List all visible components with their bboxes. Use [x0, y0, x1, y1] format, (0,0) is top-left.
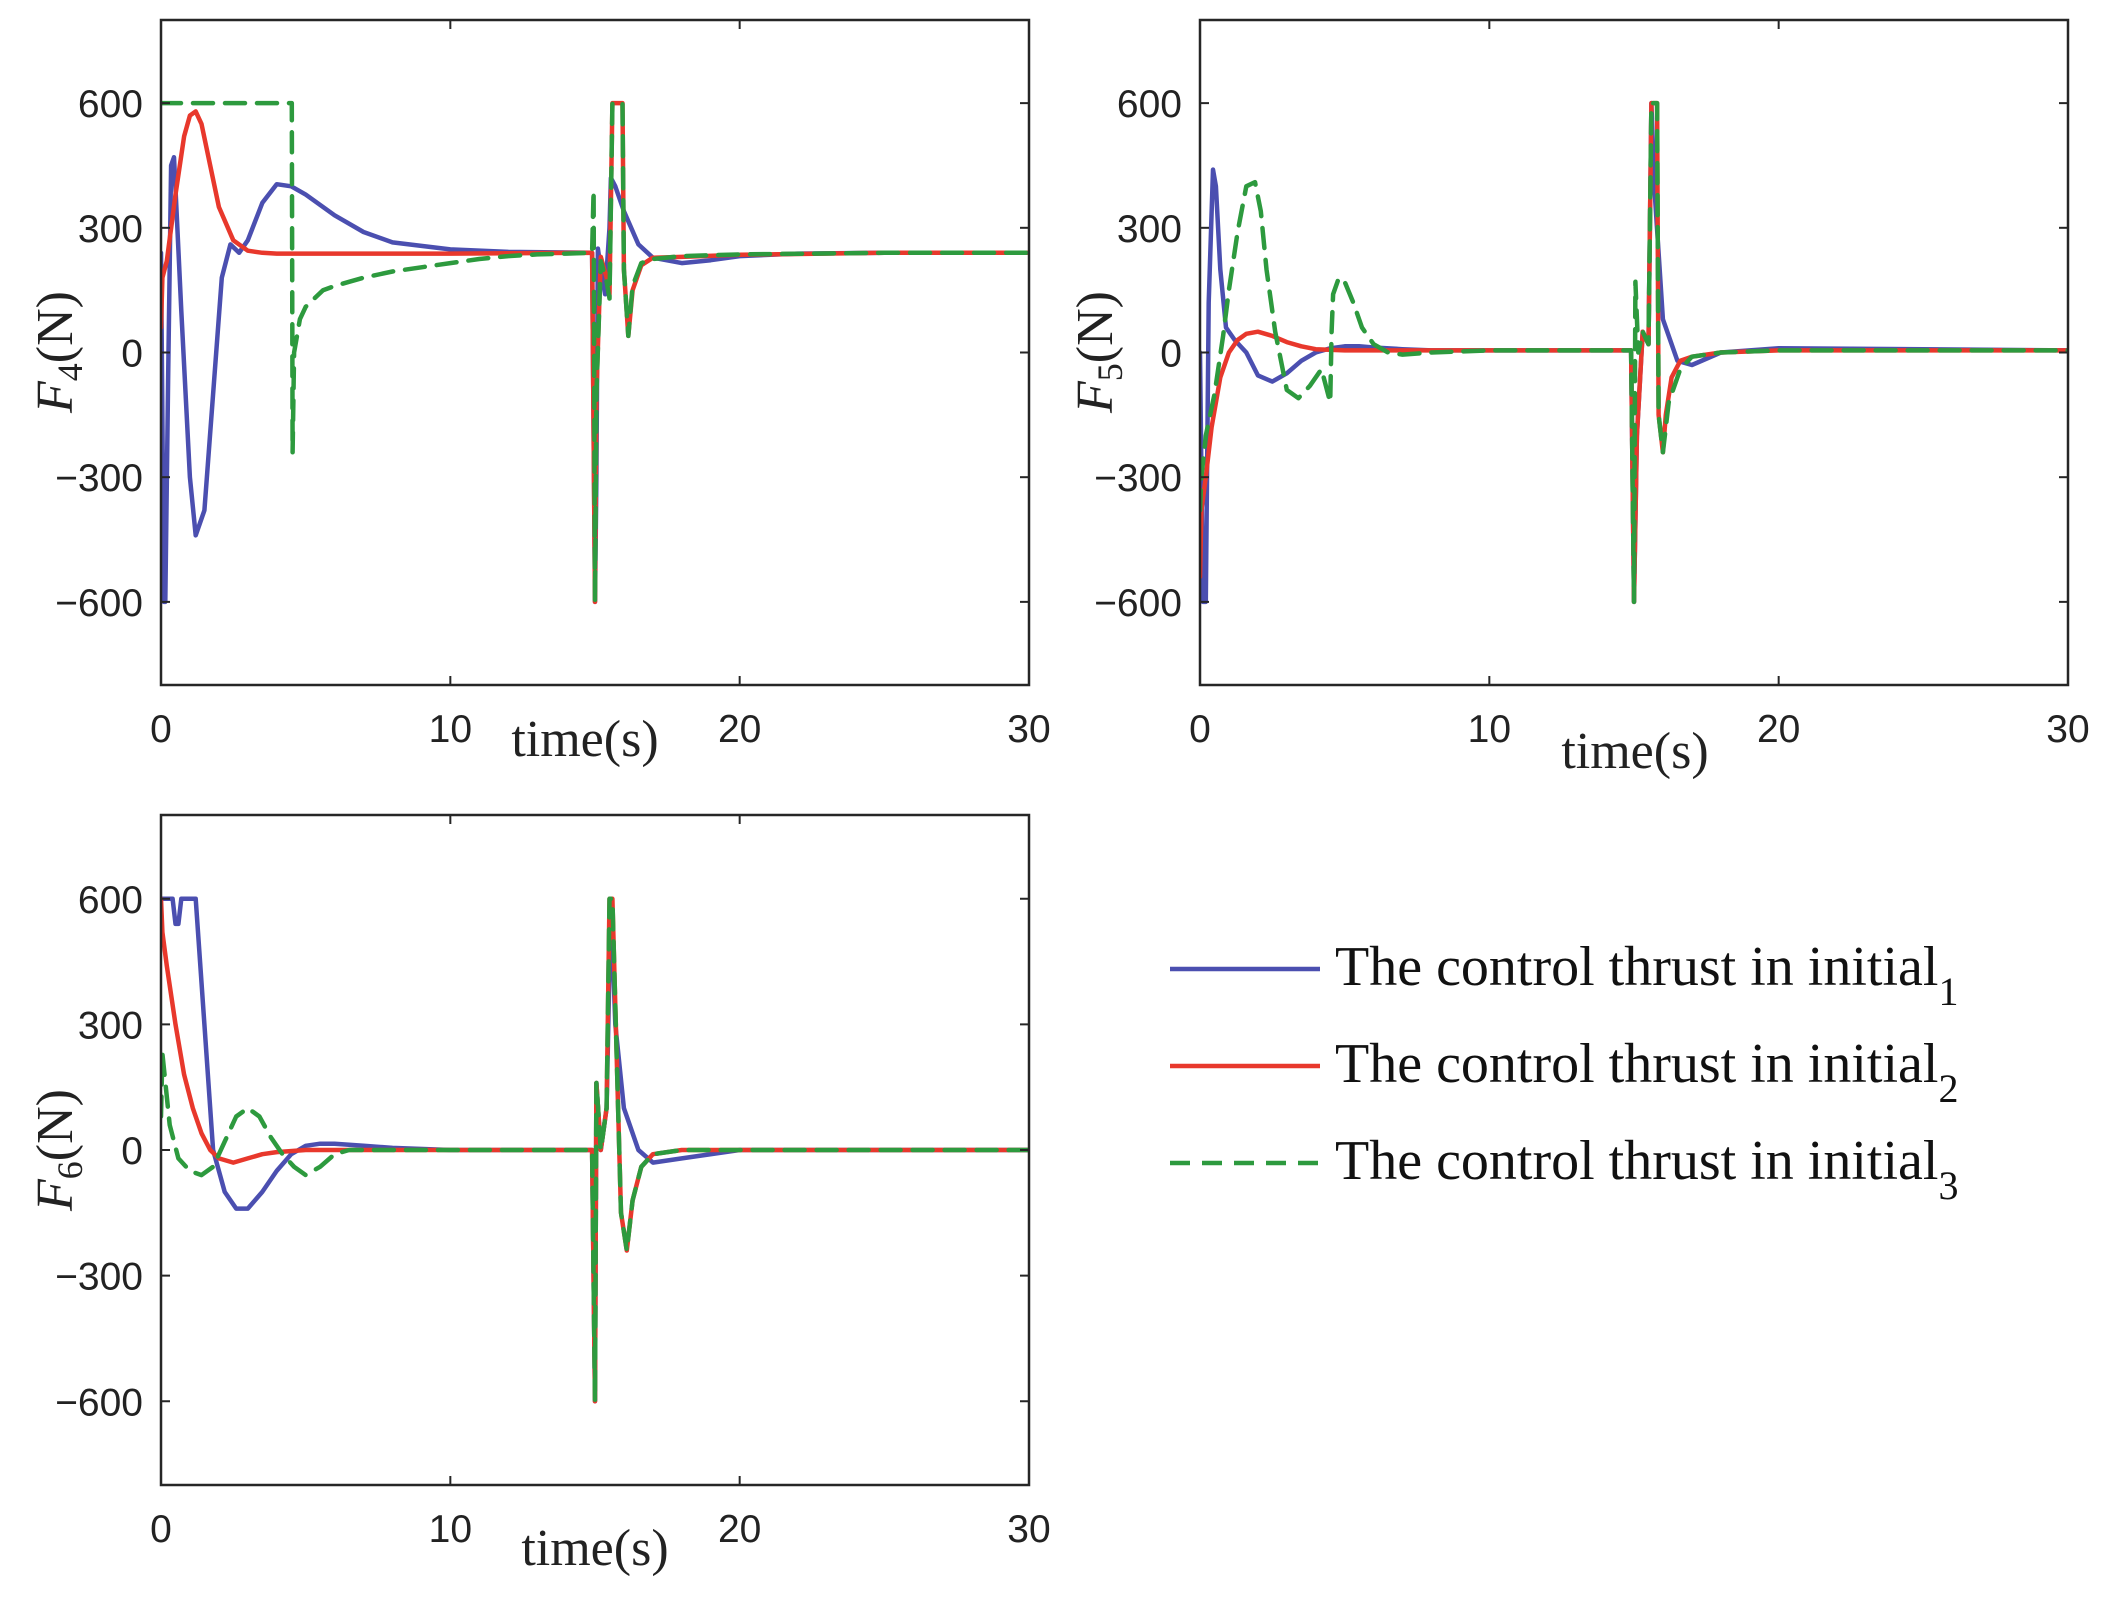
y-tick-label-f5: −300	[1094, 457, 1182, 500]
x-axis-label-f5: time(s)	[1561, 723, 1708, 780]
x-tick-label-f4: 20	[718, 708, 761, 751]
y-tick-label-f4: 600	[78, 83, 143, 126]
y-tick-label-f4: −300	[55, 457, 143, 500]
x-tick-label-f5: 0	[1189, 708, 1211, 751]
subplot-f5: 0 10 20 30 600 300 0 −300 −600 time(s) F5(N)	[1067, 18, 2090, 780]
x-tick-label-f6: 20	[718, 1508, 761, 1551]
y-axis-label-f6: F6(N)	[27, 1089, 90, 1212]
legend-label-sub-2: 2	[1938, 1066, 1958, 1111]
y-tick-label-f5: 0	[1160, 333, 1182, 376]
y-tick-label-f5: 300	[1117, 208, 1182, 251]
x-tick-label-f4: 0	[150, 708, 172, 751]
ticks-f4: 0 10 20 30 600 300 0 −300 −600	[55, 20, 1051, 751]
legend-label-sub-1: 1	[1938, 969, 1958, 1014]
y-tick-label-f5: −600	[1094, 582, 1182, 625]
plot-area-f4	[161, 100, 1029, 605]
ticks-f6: 0 10 20 30 600 300 0 −300 −600	[55, 815, 1051, 1551]
x-tick-label-f6: 10	[429, 1508, 472, 1551]
series-line-f6-initial3	[161, 896, 1029, 1404]
subplot-f6: 0 10 20 30 600 300 0 −300 −600 time(s) F6(N)	[27, 813, 1051, 1577]
legend-label-text-1: The control thrust in initial	[1335, 936, 1938, 998]
y-axis-symbol-f6: F	[27, 1178, 84, 1212]
series-line-f4-initial3	[161, 100, 1029, 605]
legend-label-text-2: The control thrust in initial	[1335, 1033, 1938, 1095]
y-axis-subscript-f6: 6	[50, 1161, 90, 1179]
y-axis-label-f4: F4(N)	[27, 291, 90, 414]
subplot-f4: 0 10 20 30 600 300 0 −300 −600 time(s) F4(N)	[27, 18, 1051, 768]
y-tick-label-f6: 300	[78, 1004, 143, 1047]
y-axis-unit-f6: (N)	[27, 1089, 84, 1161]
x-tick-label-f5: 30	[2046, 708, 2089, 751]
y-axis-unit-f4: (N)	[27, 291, 84, 363]
y-tick-label-f4: 0	[121, 333, 143, 376]
y-axis-unit-f5: (N)	[1067, 291, 1124, 363]
legend-label-sub-3: 3	[1938, 1163, 1958, 1208]
y-tick-label-f6: 600	[78, 879, 143, 922]
x-tick-label-f5: 10	[1468, 708, 1511, 751]
legend-label-text-3: The control thrust in initial	[1335, 1130, 1938, 1192]
legend-label-1: The control thrust in initial1	[1335, 936, 1958, 1014]
legend-item-1: The control thrust in initial1	[1170, 936, 1958, 1014]
legend-label-3: The control thrust in initial3	[1335, 1130, 1958, 1208]
x-axis-label-f4: time(s)	[511, 711, 658, 768]
y-tick-label-f6: −600	[55, 1381, 143, 1424]
y-tick-label-f6: 0	[121, 1130, 143, 1173]
y-tick-label-f6: −300	[55, 1256, 143, 1299]
plot-area-f6	[161, 896, 1029, 1404]
y-axis-symbol-f5: F	[1067, 380, 1124, 414]
x-axis-label-f6: time(s)	[521, 1520, 668, 1577]
y-tick-label-f5: 600	[1117, 83, 1182, 126]
series-line-f6-initial1	[161, 896, 1029, 1404]
y-tick-label-f4: 300	[78, 208, 143, 251]
x-tick-label-f6: 0	[150, 1508, 172, 1551]
series-line-f5-initial1	[1200, 100, 2068, 605]
legend-item-3: The control thrust in initial3	[1170, 1130, 1958, 1208]
y-axis-subscript-f4: 4	[50, 363, 90, 381]
y-axis-subscript-f5: 5	[1090, 363, 1130, 381]
legend-item-2: The control thrust in initial2	[1170, 1033, 1958, 1111]
legend: The control thrust in initial1 The contr…	[1170, 936, 1958, 1208]
x-tick-label-f4: 10	[429, 708, 472, 751]
y-tick-label-f4: −600	[55, 582, 143, 625]
y-axis-label-f5: F5(N)	[1067, 291, 1130, 414]
ticks-f5: 0 10 20 30 600 300 0 −300 −600	[1094, 20, 2090, 751]
x-tick-label-f5: 20	[1757, 708, 1800, 751]
x-tick-label-f4: 30	[1007, 708, 1050, 751]
series-line-f5-initial3	[1200, 100, 2068, 605]
x-tick-label-f6: 30	[1007, 1508, 1050, 1551]
series-line-f4-initial1	[161, 154, 1029, 605]
plot-area-f5	[1200, 100, 2068, 605]
y-axis-symbol-f4: F	[27, 380, 84, 414]
legend-label-2: The control thrust in initial2	[1335, 1033, 1958, 1111]
